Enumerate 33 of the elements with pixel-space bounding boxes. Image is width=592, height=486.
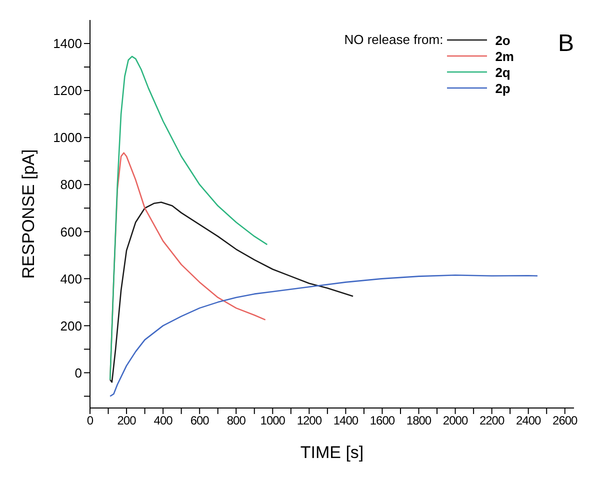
line-series bbox=[109, 56, 268, 380]
legend-label: 2q bbox=[495, 64, 510, 80]
x-tick-label: 2400 bbox=[516, 414, 542, 428]
x-tick-label: 800 bbox=[226, 414, 246, 428]
y-tick-label: 200 bbox=[60, 318, 82, 334]
x-tick-label: 1600 bbox=[370, 414, 396, 428]
legend-label: 2p bbox=[495, 80, 510, 96]
x-tick-label: 2600 bbox=[552, 414, 578, 428]
x-tick-label: 2200 bbox=[479, 414, 505, 428]
legend-label: 2m bbox=[495, 48, 514, 64]
x-tick-label: 1400 bbox=[333, 414, 359, 428]
y-tick-label: 1200 bbox=[53, 83, 82, 98]
y-tick-label: 1400 bbox=[53, 36, 82, 52]
legend-title: NO release from: bbox=[344, 32, 444, 49]
x-tick-label: 200 bbox=[117, 414, 137, 428]
y-tick-label: 600 bbox=[60, 224, 82, 240]
x-tick-label: 1000 bbox=[260, 414, 286, 428]
line-series bbox=[109, 274, 538, 397]
x-tick-label: 400 bbox=[154, 414, 174, 428]
y-tick-label: 400 bbox=[60, 271, 82, 286]
x-tick-label: 1800 bbox=[406, 414, 432, 428]
y-tick-label: 800 bbox=[60, 177, 82, 192]
y-tick-label: 0 bbox=[74, 365, 82, 380]
line-series bbox=[109, 202, 354, 383]
x-tick-label: 0 bbox=[86, 414, 94, 428]
y-tick-label: 1000 bbox=[53, 130, 82, 146]
x-tick-label: 1200 bbox=[296, 414, 322, 428]
x-tick-label: 2000 bbox=[442, 414, 468, 428]
annotation: B bbox=[558, 30, 574, 58]
x-tick-label: 600 bbox=[190, 414, 210, 428]
legend-label: 2o bbox=[495, 32, 510, 48]
x-axis-title: TIME [s] bbox=[300, 443, 364, 462]
y-axis-title: RESPONSE [pA] bbox=[19, 149, 38, 279]
